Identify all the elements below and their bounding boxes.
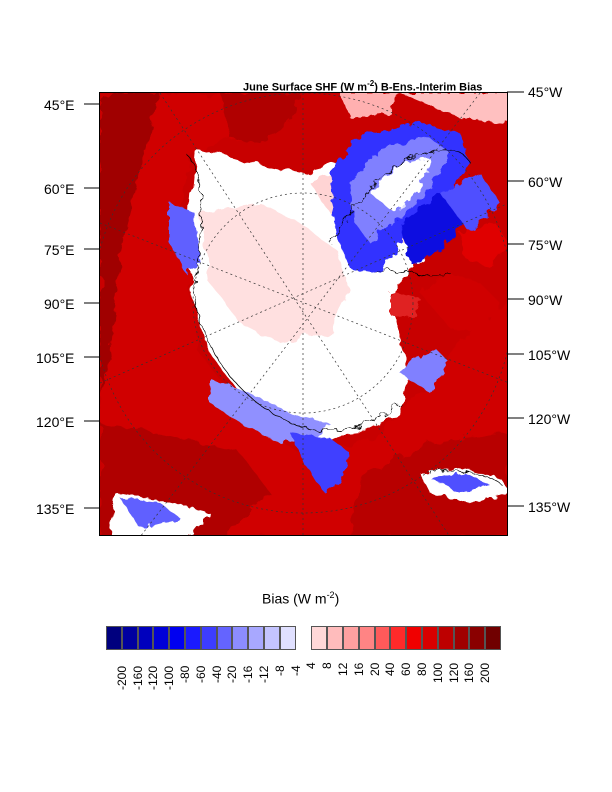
colorbar-box	[358, 626, 375, 650]
colorbar-box	[232, 626, 249, 650]
colorbar-tick-label: -4	[288, 665, 303, 676]
colorbar-tick-label: -80	[178, 665, 192, 683]
colorbar-box	[327, 626, 343, 650]
archipelago-warm	[420, 273, 500, 333]
colorbar-box	[437, 626, 454, 650]
colorbar-tick-label: -16	[241, 665, 256, 683]
bias-field	[100, 93, 507, 535]
lon-label-right-5: 120°W	[528, 411, 571, 427]
colorbar-tick-label: -40	[209, 665, 224, 683]
colorbar-box	[485, 626, 501, 650]
lon-label-right-4: 105°W	[528, 347, 571, 363]
lon-label-left-4: 105°E	[36, 350, 75, 366]
graticule	[100, 93, 507, 535]
colorbar-tick-label: 100	[430, 662, 445, 683]
colorbar-tick-label: 20	[367, 662, 382, 676]
colorbar-tick-label: 120	[446, 662, 461, 683]
colorbar-box	[374, 626, 391, 650]
colorbar-tick-label: -20	[225, 665, 240, 683]
lon-label-left-1: 60°E	[44, 181, 75, 197]
colorbar-box	[200, 626, 217, 650]
colorbar-box	[311, 626, 328, 650]
colorbar-tick-label: -8	[272, 665, 287, 676]
colorbar-tick-label: 40	[383, 662, 398, 676]
lon-label-right-1: 60°W	[528, 174, 563, 190]
colorbar-box	[137, 626, 154, 650]
lon-label-left-5: 120°E	[36, 414, 75, 430]
colorbar-box	[390, 626, 407, 650]
colorbar-box	[343, 626, 359, 650]
colorbar-tick-label: 60	[399, 662, 414, 676]
colorbar-box	[295, 626, 312, 650]
colorbar-tick-label: 12	[336, 662, 350, 676]
colorbar-tick-label: 4	[304, 662, 319, 669]
colorbar-tick-label: -60	[193, 665, 208, 683]
lon-label-left-6: 135°E	[36, 501, 75, 517]
colorbar-tick-label: 200	[478, 662, 493, 683]
colorbar-title: Bias (W m-2)	[262, 590, 340, 607]
colorbar-box	[216, 626, 233, 650]
colorbar-box	[169, 626, 185, 650]
colorbar-box	[469, 626, 486, 650]
colorbar-tick-label: -200	[114, 665, 129, 690]
lon-label-left-3: 90°E	[44, 296, 75, 312]
colorbar-box	[406, 626, 422, 650]
colorbar-box	[279, 626, 296, 650]
colorbar-box	[453, 626, 470, 650]
colorbar-box	[185, 626, 201, 650]
lon-label-right-0: 45°W	[528, 84, 563, 100]
colorbar-tick-label: -12	[257, 665, 271, 683]
lon-label-right-3: 90°W	[528, 292, 563, 308]
colorbar-tick-label: -160	[130, 665, 145, 690]
map-title: June Surface SHF (W m-2) B-Ens.-Interim …	[243, 79, 483, 94]
polar-map	[99, 92, 508, 536]
colorbar-box	[422, 626, 438, 650]
land-warm	[100, 93, 507, 535]
colorbar-tick-label: 16	[351, 662, 366, 676]
colorbar-tick-label: 80	[415, 662, 429, 676]
colorbar-tick-label: -100	[162, 665, 177, 690]
colorbar-tick-label: 160	[462, 662, 477, 683]
lon-label-left-0: 45°E	[44, 97, 75, 113]
colorbar-tick-label: 8	[320, 662, 335, 669]
lon-label-right-2: 75°W	[528, 237, 563, 253]
colorbar-box	[153, 626, 170, 650]
colorbar-box	[264, 626, 280, 650]
lon-label-right-6: 135°W	[528, 499, 571, 515]
colorbar	[106, 626, 501, 650]
colorbar-box	[248, 626, 264, 650]
colorbar-box	[121, 626, 138, 650]
lon-label-left-2: 75°E	[44, 242, 75, 258]
colorbar-box	[106, 626, 122, 650]
colorbar-tick-label: -120	[146, 665, 161, 690]
